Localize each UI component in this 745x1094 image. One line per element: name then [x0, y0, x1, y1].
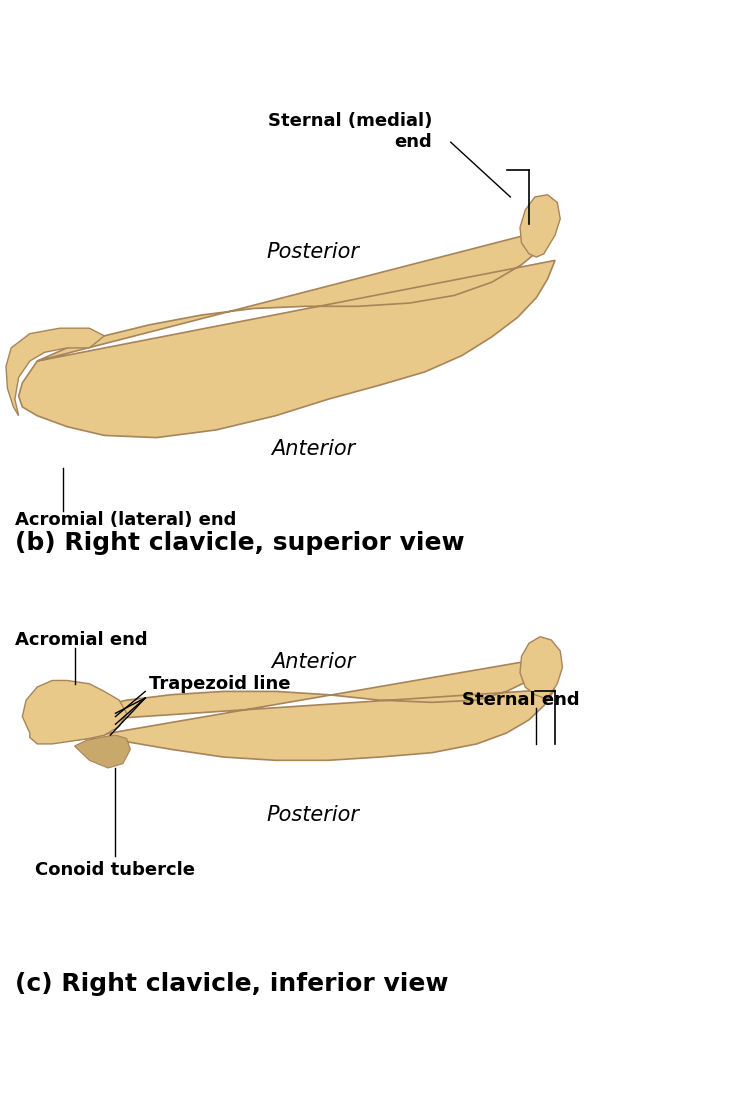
Text: Posterior: Posterior	[267, 805, 359, 825]
Polygon shape	[520, 195, 560, 257]
Polygon shape	[60, 656, 555, 760]
Text: Posterior: Posterior	[267, 242, 359, 261]
Text: (c) Right clavicle, inferior view: (c) Right clavicle, inferior view	[15, 971, 448, 996]
Text: Anterior: Anterior	[270, 439, 355, 458]
Polygon shape	[6, 328, 104, 416]
Text: Trapezoid line: Trapezoid line	[149, 675, 291, 693]
Text: Sternal end: Sternal end	[462, 691, 580, 709]
Polygon shape	[74, 735, 130, 768]
Polygon shape	[520, 637, 562, 698]
Text: Acromial (lateral) end: Acromial (lateral) end	[15, 511, 236, 528]
Text: Anterior: Anterior	[270, 652, 355, 672]
Text: Conoid tubercle: Conoid tubercle	[36, 861, 195, 878]
Text: (b) Right clavicle, superior view: (b) Right clavicle, superior view	[15, 531, 465, 555]
Polygon shape	[22, 680, 127, 744]
Text: Sternal (medial)
end: Sternal (medial) end	[267, 112, 432, 151]
Text: Acromial end: Acromial end	[15, 631, 148, 649]
Polygon shape	[19, 228, 555, 438]
